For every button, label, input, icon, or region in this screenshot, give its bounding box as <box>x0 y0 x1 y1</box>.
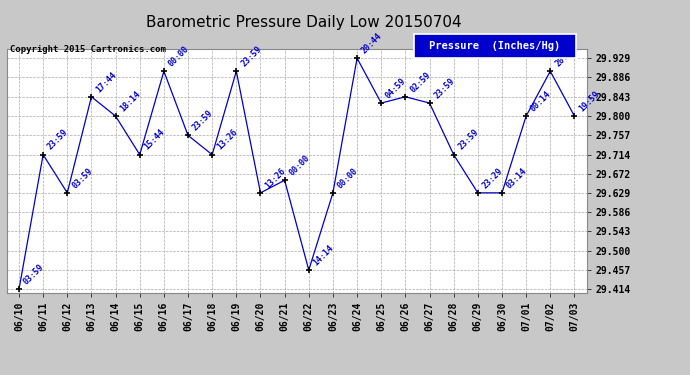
Text: 04:59: 04:59 <box>384 76 408 100</box>
Text: 14:14: 14:14 <box>312 243 335 267</box>
Text: 02:59: 02:59 <box>408 70 432 94</box>
Text: Barometric Pressure Daily Low 20150704: Barometric Pressure Daily Low 20150704 <box>146 15 462 30</box>
Text: 15:44: 15:44 <box>143 128 166 152</box>
Text: Copyright 2015 Cartronics.com: Copyright 2015 Cartronics.com <box>10 45 166 54</box>
Text: 00:00: 00:00 <box>336 166 359 190</box>
Text: 03:59: 03:59 <box>70 166 94 190</box>
Text: 23:59: 23:59 <box>433 76 456 100</box>
Text: 20:44: 20:44 <box>360 32 384 56</box>
Text: 00:00: 00:00 <box>288 153 311 177</box>
Text: 18:14: 18:14 <box>119 89 142 113</box>
Text: Pressure  (Inches/Hg): Pressure (Inches/Hg) <box>429 41 561 51</box>
Text: 17:44: 17:44 <box>95 70 118 94</box>
Text: 23:59: 23:59 <box>239 44 263 68</box>
Text: 03:59: 03:59 <box>22 262 46 286</box>
Text: 20:1: 20:1 <box>553 48 573 68</box>
Text: 23:29: 23:29 <box>481 166 504 190</box>
Text: 23:59: 23:59 <box>457 128 480 152</box>
Text: 00:00: 00:00 <box>167 44 190 68</box>
Text: 23:59: 23:59 <box>191 109 215 133</box>
Text: 19:59: 19:59 <box>578 89 601 113</box>
Text: 13:26: 13:26 <box>215 128 239 152</box>
Text: 13:26: 13:26 <box>264 166 287 190</box>
Text: 23:59: 23:59 <box>46 128 70 152</box>
Text: 03:14: 03:14 <box>505 166 529 190</box>
Text: 00:14: 00:14 <box>529 89 553 113</box>
